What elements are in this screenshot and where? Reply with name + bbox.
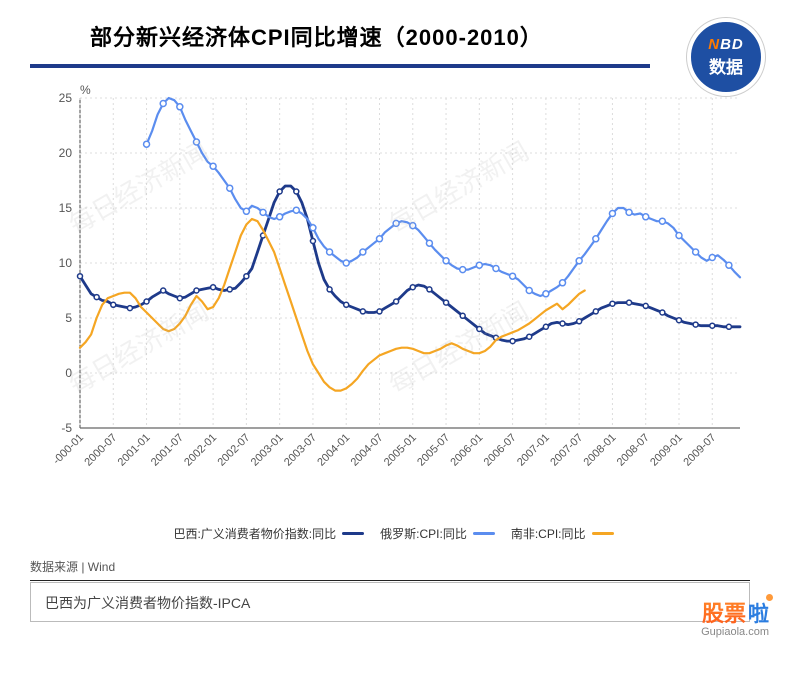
svg-text:2009-01: 2009-01 (648, 432, 685, 469)
legend-label: 南非:CPI:同比 (511, 525, 586, 542)
svg-text:2004-01: 2004-01 (315, 432, 352, 469)
svg-text:2003-01: 2003-01 (249, 432, 286, 469)
svg-text:2007-01: 2007-01 (515, 432, 552, 469)
source-label: 数据来源 | Wind (30, 560, 115, 574)
svg-text:2008-07: 2008-07 (615, 432, 652, 469)
svg-text:5: 5 (65, 311, 72, 325)
svg-text:2001-01: 2001-01 (116, 432, 153, 469)
logo-la: 啦 (748, 598, 769, 628)
source-underline (30, 580, 750, 581)
legend-swatch (473, 532, 495, 535)
svg-text:2002-07: 2002-07 (215, 432, 252, 469)
svg-text:2009-07: 2009-07 (681, 432, 718, 469)
badge-n: N (708, 36, 720, 53)
line-chart-svg: -5 0 5 10 15 20 25% -000-012000-072001-012001-0… (30, 78, 750, 498)
svg-text:2005-01: 2005-01 (382, 432, 419, 469)
svg-text:-5: -5 (61, 421, 72, 435)
badge-bottom: 数据 (709, 53, 743, 78)
legend-item: 南非:CPI:同比 (511, 525, 614, 542)
svg-text:2006-01: 2006-01 (448, 432, 485, 469)
source-row: 数据来源 | Wind (30, 558, 750, 581)
svg-text:2005-07: 2005-07 (415, 432, 452, 469)
svg-text:%: % (80, 83, 91, 97)
chart-area: -5 0 5 10 15 20 25% -000-012000-072001-012001-0… (30, 78, 750, 498)
svg-text:2004-07: 2004-07 (349, 432, 386, 469)
svg-text:2000-07: 2000-07 (82, 432, 119, 469)
svg-text:-000-01: -000-01 (51, 432, 86, 467)
chart-title: 部分新兴经济体CPI同比增速（2000-2010） (30, 20, 650, 52)
svg-text:15: 15 (59, 201, 73, 215)
legend-item: 俄罗斯:CPI:同比 (380, 525, 495, 542)
svg-text:20: 20 (59, 146, 73, 160)
legend-item: 巴西:广义消费者物价指数:同比 (173, 525, 364, 542)
legend-label: 巴西:广义消费者物价指数:同比 (173, 525, 336, 542)
svg-text:25: 25 (59, 91, 73, 105)
svg-text:2003-07: 2003-07 (282, 432, 319, 469)
svg-text:2008-01: 2008-01 (582, 432, 619, 469)
badge-bd: BD (720, 36, 744, 53)
logo-cn: 股票 (702, 596, 746, 628)
svg-text:10: 10 (59, 256, 73, 270)
legend-swatch (592, 532, 614, 535)
note-box: 巴西为广义消费者物价指数-IPCA (30, 582, 750, 622)
svg-text:2007-07: 2007-07 (548, 432, 585, 469)
svg-text:2006-07: 2006-07 (482, 432, 519, 469)
legend-swatch (342, 532, 364, 535)
bottom-logo: 股票啦 Gupiaola.com (701, 596, 769, 638)
svg-text:2002-01: 2002-01 (182, 432, 219, 469)
svg-text:0: 0 (65, 366, 72, 380)
svg-text:2001-07: 2001-07 (149, 432, 186, 469)
title-underline (30, 64, 650, 68)
chart-legend: 巴西:广义消费者物价指数:同比 俄罗斯:CPI:同比 南非:CPI:同比 (0, 525, 787, 542)
legend-label: 俄罗斯:CPI:同比 (380, 525, 467, 542)
